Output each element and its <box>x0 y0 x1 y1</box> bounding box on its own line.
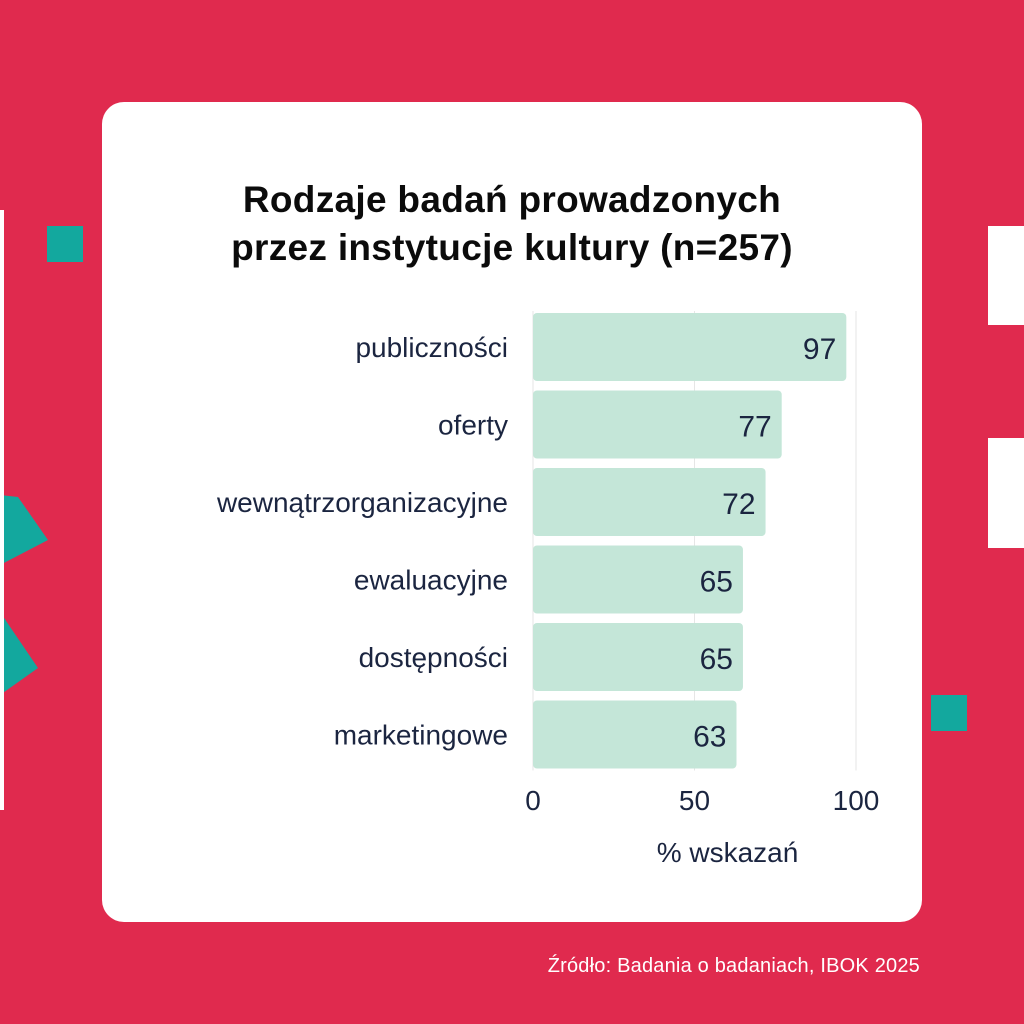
white-strip-left <box>0 210 4 810</box>
bar-1 <box>533 390 782 459</box>
value-label-0: 97 <box>803 333 836 366</box>
teal-wedge-upper <box>0 495 48 565</box>
source-note: Źródło: Badania o badaniach, IBOK 2025 <box>547 955 920 977</box>
category-label-4: dostępności <box>359 642 508 673</box>
chart-title-line-1: Rodzaje badań prowadzonych <box>242 179 782 220</box>
category-label-1: oferty <box>438 410 508 441</box>
teal-wedge-lower <box>0 612 38 695</box>
value-label-1: 77 <box>738 411 771 444</box>
category-label-3: ewaluacyjne <box>354 565 508 596</box>
chart-card <box>102 102 922 922</box>
teal-square-left <box>47 226 83 262</box>
x-tick-label-100: 100 <box>833 785 880 816</box>
teal-square-right <box>931 695 967 731</box>
category-label-5: marketingowe <box>334 720 508 751</box>
category-label-0: publiczności <box>355 332 508 363</box>
bar-0 <box>533 313 847 381</box>
bar-5 <box>533 700 737 769</box>
value-label-4: 65 <box>700 643 733 676</box>
value-label-3: 65 <box>700 566 733 599</box>
category-label-2: wewnątrzorganizacyjne <box>216 487 508 518</box>
value-label-2: 72 <box>722 488 755 521</box>
x-tick-label-50: 50 <box>679 785 710 816</box>
value-label-5: 63 <box>693 721 726 754</box>
white-ring-right <box>988 226 1024 548</box>
x-tick-label-0: 0 <box>525 785 541 816</box>
chart-title-line-2: przez instytucje kultury (n=257) <box>231 227 793 268</box>
bar-2 <box>533 468 766 536</box>
chart-title: Rodzaje badań prowadzonych przez instytu… <box>0 176 1024 272</box>
bar-4 <box>533 623 743 691</box>
bar-3 <box>533 545 743 614</box>
x-axis-label: % wskazań <box>657 837 799 868</box>
